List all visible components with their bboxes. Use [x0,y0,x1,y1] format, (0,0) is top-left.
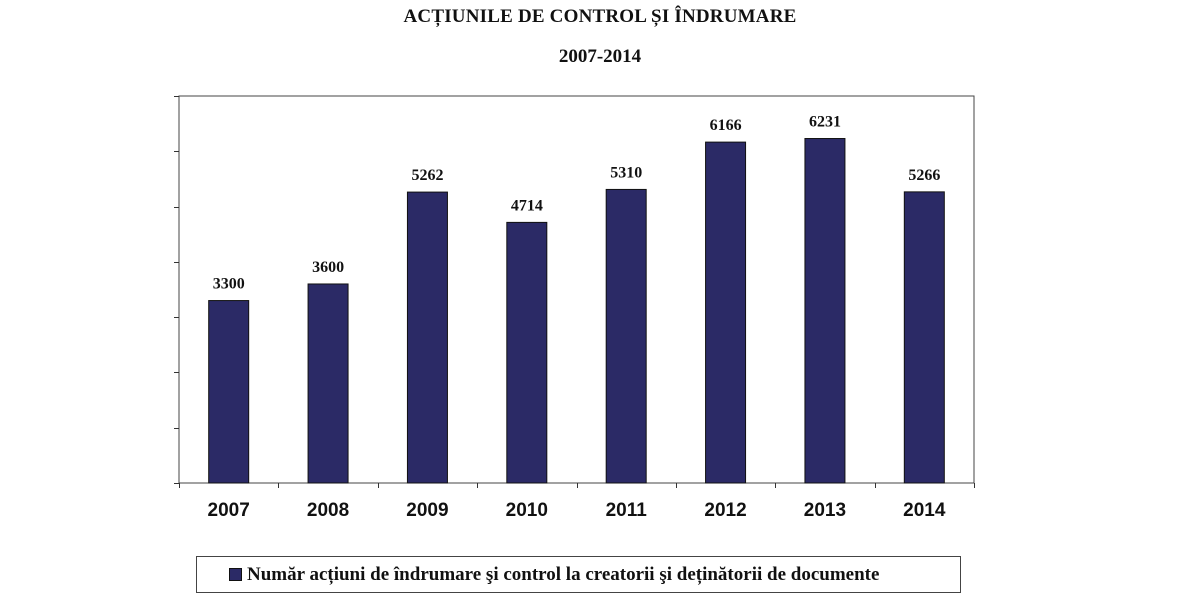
data-label: 3300 [213,276,245,293]
chart-legend: Număr acțiuni de îndrumare şi control la… [196,556,961,593]
x-tick-label: 2010 [506,500,548,521]
data-label: 6166 [710,117,742,134]
data-label: 5266 [908,167,940,184]
data-label: 4714 [511,197,543,214]
chart-title: ACȚIUNILE DE CONTROL ȘI ÎNDRUMARE [403,6,797,27]
x-tick-label: 2013 [804,500,846,521]
bar [406,191,448,484]
legend-swatch [229,568,242,581]
bar [208,300,250,484]
data-label: 5310 [610,164,642,181]
bar [804,138,846,484]
bar [903,191,945,484]
data-label: 6231 [809,114,841,131]
data-label: 3600 [312,259,344,276]
bar [605,188,647,484]
data-label: 5262 [411,167,443,184]
bar [705,141,747,484]
bar [307,283,349,484]
plot-area [178,95,975,484]
chart-subtitle: 2007-2014 [558,46,642,67]
x-tick-label: 2007 [208,500,250,521]
x-tick-label: 2011 [606,500,648,521]
bar-chart: 3300 2007 3600 2008 5262 2009 4714 2010 5310 2011… [174,95,975,521]
bar [506,221,548,484]
x-tick-label: 2009 [406,500,448,521]
x-tick-label: 2012 [704,500,746,521]
legend-label: Număr acțiuni de îndrumare şi control la… [247,563,880,585]
x-tick-label: 2014 [903,500,946,521]
x-tick-label: 2008 [307,500,349,521]
